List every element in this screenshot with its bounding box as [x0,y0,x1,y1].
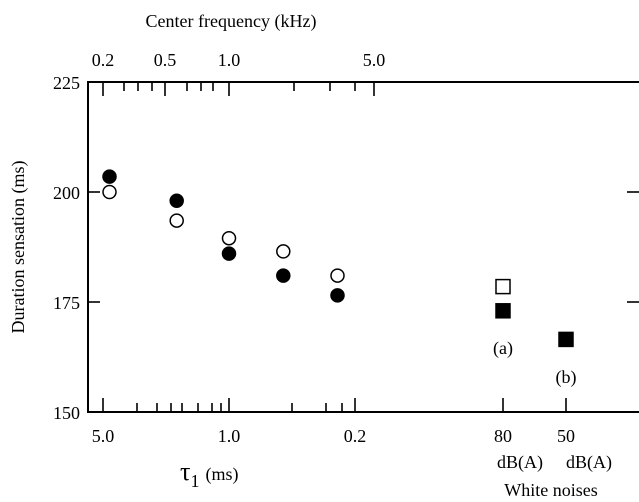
y-tick-label-200: 200 [53,183,80,203]
open-circle-point-3 [221,230,237,246]
x-axis-title: τ1 (ms) [180,457,238,491]
y-tick-label-225: 225 [53,73,80,93]
white-noise-title: White noises [504,480,597,500]
white-noise-unit-50: dB(A) [566,452,612,473]
open-circle-point-2 [169,213,184,228]
x-tick-label-5.0: 5.0 [92,426,115,446]
white-noise-unit-80: dB(A) [497,452,543,473]
x-axis-title-symbol: τ [180,457,190,486]
y-axis-title: Duration sensation (ms) [8,161,29,334]
open-circle-point-4 [276,244,291,259]
filled-circle-point-3 [221,246,237,261]
y-axis-ticks [88,191,100,303]
x-axis-title-unit: (ms) [205,464,238,485]
y-tick-label-150: 150 [53,403,80,423]
y-tick-label-175: 175 [53,293,80,313]
bottom-axis-ticks [102,398,567,412]
white-noise-tag-a: (a) [493,338,513,359]
white-noise-level-50: 50 [557,426,575,446]
filled-circle-point-5 [330,288,345,303]
filled-circle-point-1 [102,169,117,184]
top-tick-label-1.0: 1.0 [218,50,241,70]
filled-circle-point-4 [276,268,291,283]
x-tick-label-0.2: 0.2 [344,426,367,446]
open-circle-point-5 [330,268,345,283]
top-tick-label-0.2: 0.2 [92,50,115,70]
plot-frame [87,81,639,413]
top-tick-label-5.0: 5.0 [363,50,386,70]
top-axis-ticks [102,82,375,96]
filled-circle-point-2 [169,193,184,209]
white-noise-level-80: 80 [494,426,512,446]
x-axis-title-subscript: 1 [190,471,199,491]
data-marks [102,169,574,348]
filled-square-point-80dba [495,303,511,319]
x-tick-label-1.0: 1.0 [218,426,241,446]
top-axis-title: Center frequency (kHz) [146,11,317,32]
top-tick-label-0.5: 0.5 [154,50,177,70]
white-noise-tag-b: (b) [556,367,577,388]
right-y-axis-ticks [627,191,639,303]
open-square-point-80dba [495,278,511,295]
filled-square-point-50dba [558,331,574,348]
open-circle-point-1 [102,184,117,200]
